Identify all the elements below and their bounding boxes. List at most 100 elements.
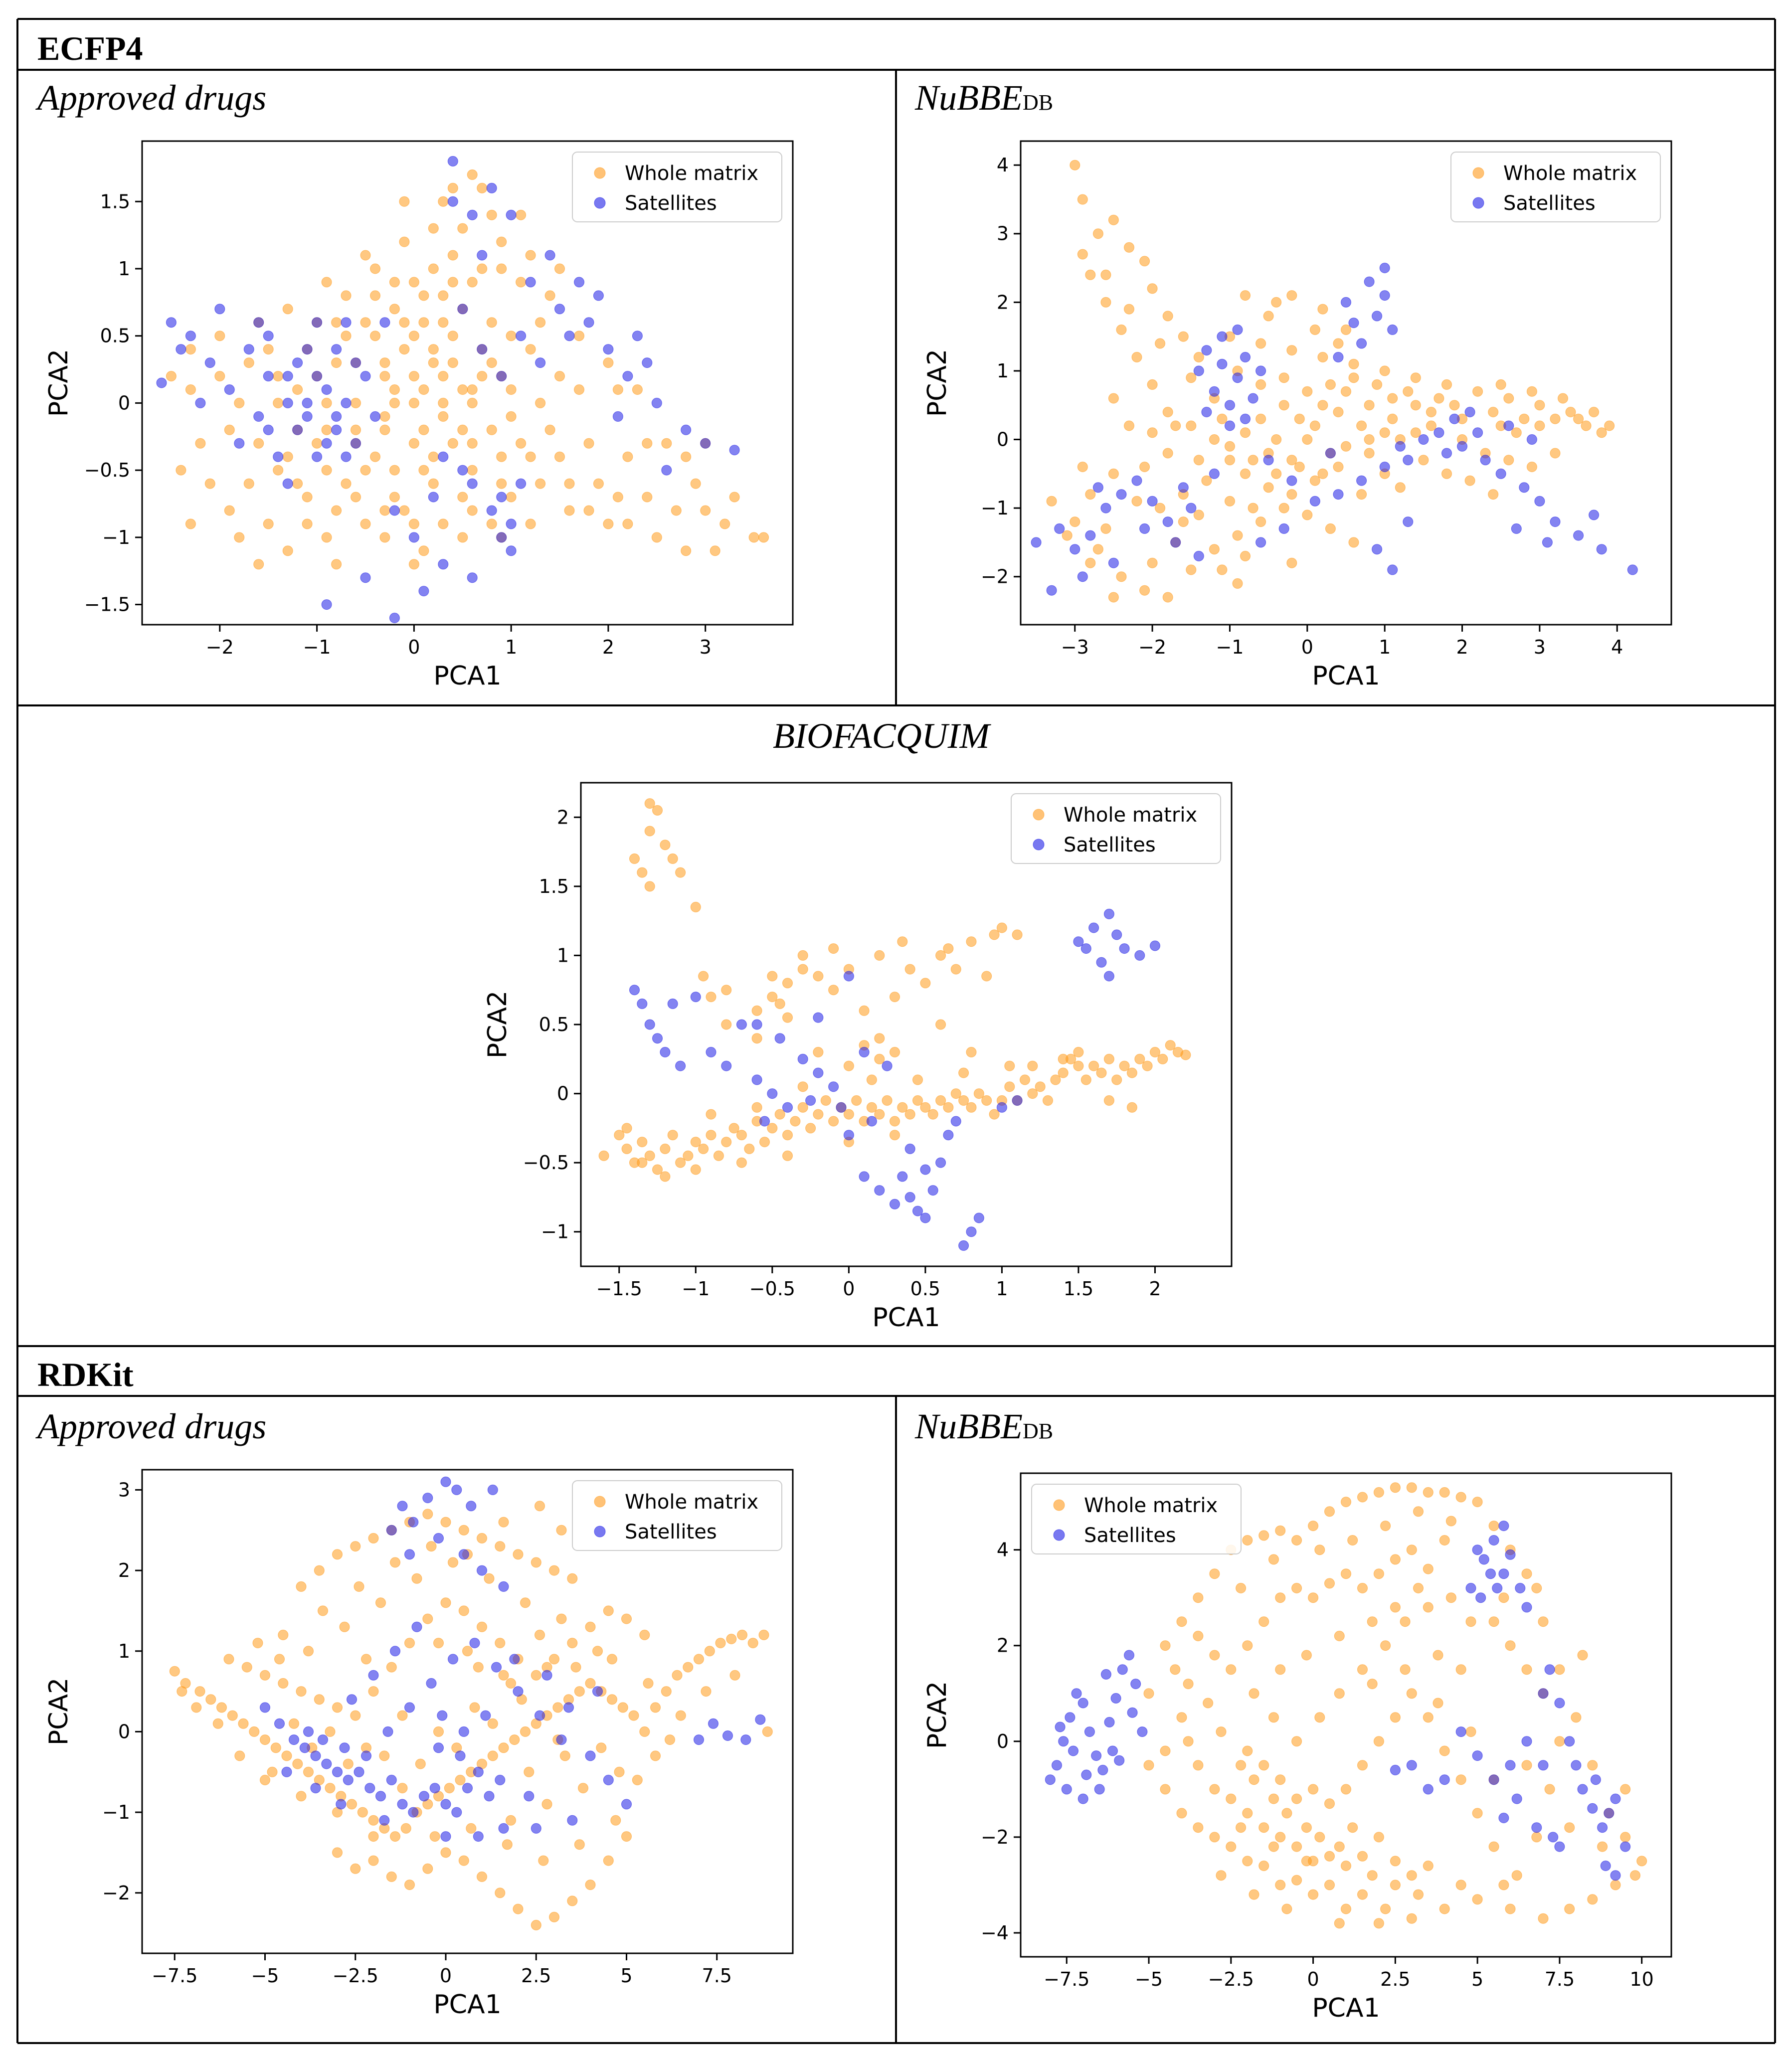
series-whole-matrix [166,169,769,570]
data-point [1550,516,1561,527]
data-point [1263,311,1274,322]
chart-0: −2 −1 0 1 2 3 −1.5 −1 −0.5 0 0.5 1 1.5 PCA1 PCA2 Whole … [44,140,794,691]
data-point [1587,1894,1598,1905]
data-point [194,1686,205,1697]
data-point [1186,564,1197,575]
data-point [1324,1798,1335,1809]
data-point [212,1718,223,1729]
data-point [1333,351,1344,362]
data-point [721,985,732,996]
data-point [721,1019,732,1030]
data-point [397,1501,408,1512]
data-point [429,1831,440,1842]
y-tick-label: 2 [997,291,1009,313]
data-point [389,304,400,315]
data-point [506,545,517,556]
data-point [531,1823,541,1834]
data-point [1178,331,1189,342]
data-point [321,465,332,476]
data-point [440,1847,451,1858]
data-point [447,182,458,193]
data-point [637,1157,648,1168]
data-point [644,798,655,809]
data-point [1027,1088,1038,1099]
data-point [1004,1060,1015,1071]
data-point [1341,1784,1351,1795]
panel-title-ecfp4-nubbe: NuBBEDB [915,78,1054,118]
data-point [1124,420,1134,431]
data-point [457,223,468,234]
x-tick-label: 2 [1456,636,1468,658]
data-point [1485,1568,1496,1579]
data-point [408,397,419,408]
x-axis-label: PCA1 [872,1303,940,1333]
legend-marker-satellites [1033,839,1045,851]
data-point [457,532,468,543]
y-tick-label: 3 [118,1479,130,1501]
data-point [274,1654,285,1665]
data-point [621,1123,632,1134]
data-point [973,1212,984,1223]
x-tick-label: 4 [1611,636,1623,658]
data-point [1186,503,1197,514]
data-point [428,357,439,368]
data-point [1418,434,1429,445]
legend-label-whole-matrix: Whole matrix [625,1491,758,1514]
data-point [419,1791,429,1802]
y-tick-label: 1 [997,360,1009,382]
data-point [524,1766,535,1777]
data-point [1334,1918,1345,1929]
data-point [1084,1726,1095,1737]
data-point [874,950,885,961]
data-point [1225,455,1235,466]
data-point [1278,503,1289,514]
data-point [477,371,488,381]
data-point [1380,1640,1391,1651]
x-tick-label: 2.5 [521,1965,551,1987]
data-point [617,1702,628,1713]
data-point [642,492,653,503]
data-point [675,1060,686,1071]
panel-title-rdkit-approved: Approved drugs [37,1406,267,1446]
data-point [1004,1081,1015,1092]
data-point [368,1686,379,1697]
y-tick-label: −0.5 [84,459,130,481]
data-point [336,1799,347,1810]
data-point [1531,1583,1542,1593]
data-point [1498,1813,1509,1823]
data-point [1503,393,1514,404]
data-point [874,1109,885,1120]
data-point [1193,455,1204,466]
data-point [1341,1568,1351,1579]
data-point [637,1137,648,1148]
data-point [1275,1774,1286,1785]
data-point [331,411,342,422]
axes-frame [1020,1472,1672,1958]
data-point [400,1823,411,1834]
data-point [851,1095,862,1106]
data-point [1160,1784,1171,1795]
data-point [681,545,692,556]
data-point [797,1102,808,1113]
data-point [506,1678,516,1689]
data-point [904,1109,915,1120]
data-point [438,518,449,529]
data-point [1325,379,1336,390]
data-point [331,344,342,355]
data-point [950,1116,961,1127]
data-point [418,317,429,328]
x-tick-label: −5 [251,1965,279,1987]
data-point [762,1726,773,1737]
data-point [1110,1693,1121,1704]
data-point [1043,1095,1053,1106]
data-point [549,1565,559,1576]
data-point [1294,413,1305,424]
data-point [897,1102,908,1113]
data-point [467,465,478,476]
data-point [325,1726,336,1737]
data-point [585,1678,596,1689]
data-point [389,613,400,623]
y-tick-label: −1 [541,1221,569,1243]
y-tick-label: 2 [997,1635,1009,1657]
data-point [389,492,400,503]
